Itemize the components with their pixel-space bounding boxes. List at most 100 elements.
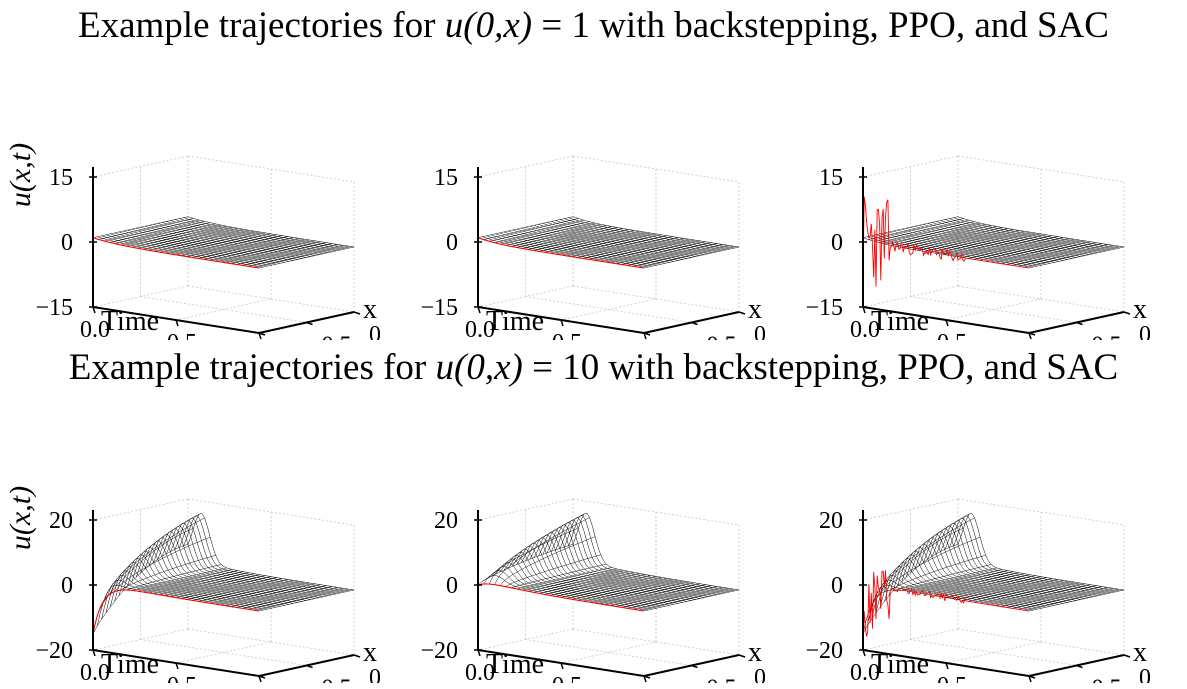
mesh-line-t xyxy=(1023,245,1119,268)
time-axis-label: Time xyxy=(486,649,544,680)
z-tick-label: 0 xyxy=(61,573,73,599)
mesh-line-t xyxy=(142,570,238,593)
mesh-line-t xyxy=(511,225,607,247)
z-tick-label: 15 xyxy=(434,165,458,191)
time-axis-label: Time xyxy=(871,649,929,680)
row-title-bottom: Example trajectories for u(0,x) = 10 wit… xyxy=(0,346,1187,390)
mesh-line-t xyxy=(594,581,690,604)
mesh-line-t xyxy=(901,226,997,248)
mesh-line-t xyxy=(621,586,717,608)
mesh-line-t xyxy=(131,225,227,248)
x-tick-label: 0.5 xyxy=(322,676,352,684)
mesh-line-t xyxy=(934,574,1030,596)
mesh-line-t xyxy=(901,567,997,591)
z-tick-label: −20 xyxy=(420,638,458,664)
mesh-line-t xyxy=(494,517,590,585)
time-tick-label: 0.5 xyxy=(937,673,967,683)
mesh-line-t xyxy=(253,588,349,611)
row-title-top: Example trajectories for u(0,x) = 1 with… xyxy=(0,4,1187,48)
mesh-line-t xyxy=(912,228,1008,250)
mesh-line-t xyxy=(544,573,640,595)
mesh-line-t xyxy=(499,536,596,586)
axes xyxy=(859,510,1131,683)
time-tick-label: 0.5 xyxy=(552,673,582,683)
mesh-line-t xyxy=(126,564,222,591)
mesh-line-t xyxy=(214,582,310,605)
mesh-line-t xyxy=(1006,586,1102,608)
mesh-line-t xyxy=(511,563,607,589)
mesh-line-t xyxy=(203,580,299,603)
z-tick-label: 20 xyxy=(819,508,843,534)
z-tick-label: −15 xyxy=(805,295,843,321)
mesh-line-t xyxy=(572,235,668,257)
x-tick-label: 0.5 xyxy=(1092,333,1122,341)
z-axis-label: u(x,t) xyxy=(4,143,37,207)
x-axis-label: x xyxy=(748,294,762,325)
mesh-line-t xyxy=(907,227,1003,249)
mesh-line-t xyxy=(236,586,332,608)
mesh-line-x xyxy=(559,519,727,594)
mesh-line-t xyxy=(594,238,690,261)
mesh-line-t xyxy=(187,578,283,600)
z-tick-label: −20 xyxy=(35,638,73,664)
mesh-line-t xyxy=(175,576,272,598)
mesh-line-t xyxy=(884,536,981,592)
surface-mesh xyxy=(862,513,1125,634)
mesh-line-x xyxy=(92,589,260,634)
mesh-line-t xyxy=(103,514,200,601)
mesh-line-t xyxy=(231,585,327,607)
time-tick-label: 0.5 xyxy=(552,330,582,340)
mesh-line-t xyxy=(120,554,216,591)
mesh-line-t xyxy=(940,232,1036,255)
surface-mesh xyxy=(92,216,355,269)
mesh-line-t xyxy=(483,527,579,585)
mesh-line-t xyxy=(164,231,260,254)
mesh-line-t xyxy=(522,227,618,249)
mesh-line-t xyxy=(610,241,706,264)
x-axis-label: x xyxy=(363,637,377,668)
mesh-line-t xyxy=(973,580,1069,603)
mesh-line-t xyxy=(214,239,310,262)
mesh-line-t xyxy=(616,585,712,607)
mesh-line-t xyxy=(984,582,1080,605)
mesh-line-t xyxy=(968,580,1064,602)
mesh-line-t xyxy=(945,576,1042,598)
z-tick-label: 15 xyxy=(49,165,73,191)
mesh-line-t xyxy=(198,237,294,259)
mesh-line-t xyxy=(527,228,623,250)
z-tick-label: −20 xyxy=(805,638,843,664)
title-suffix: with backstepping, PPO, and SAC xyxy=(589,5,1109,46)
x-tick-label: 0.0 xyxy=(1139,322,1150,340)
time-tick-label: 0.5 xyxy=(937,330,967,340)
mesh-line-t xyxy=(934,231,1030,254)
mesh-line-t xyxy=(104,219,200,242)
mesh-line-t xyxy=(170,575,266,597)
x-tick-label: 0.5 xyxy=(1092,676,1122,684)
title-suffix: with backstepping, PPO, and SAC xyxy=(599,347,1119,388)
mesh-line-t xyxy=(879,517,975,595)
time-tick-label: 0.0 xyxy=(465,660,495,683)
z-tick-label: 0 xyxy=(446,230,458,256)
x-axis-label: x xyxy=(1133,637,1147,668)
mesh-line-t xyxy=(862,544,959,634)
mesh-line-t xyxy=(885,222,981,245)
x-tick-label: 0.5 xyxy=(322,333,352,341)
mesh-line-t xyxy=(632,245,728,267)
mesh-line-t xyxy=(879,221,975,243)
time-axis-label: Time xyxy=(486,306,544,337)
time-tick-label: 0.0 xyxy=(80,317,110,340)
z-tick-label: 0 xyxy=(831,230,843,256)
mesh-line-t xyxy=(483,218,579,240)
axes xyxy=(859,167,1131,340)
mesh-line-t xyxy=(945,233,1042,256)
mesh-line-t xyxy=(544,230,640,253)
mesh-line-t xyxy=(192,579,288,601)
x-tick-label: 0.0 xyxy=(369,665,380,683)
mesh-line-t xyxy=(873,514,970,601)
z-tick-label: 15 xyxy=(819,165,843,191)
mesh-line-t xyxy=(990,240,1086,263)
mesh-line-t xyxy=(923,230,1019,252)
mesh-line-t xyxy=(638,588,734,611)
mesh-line-t xyxy=(560,233,657,256)
